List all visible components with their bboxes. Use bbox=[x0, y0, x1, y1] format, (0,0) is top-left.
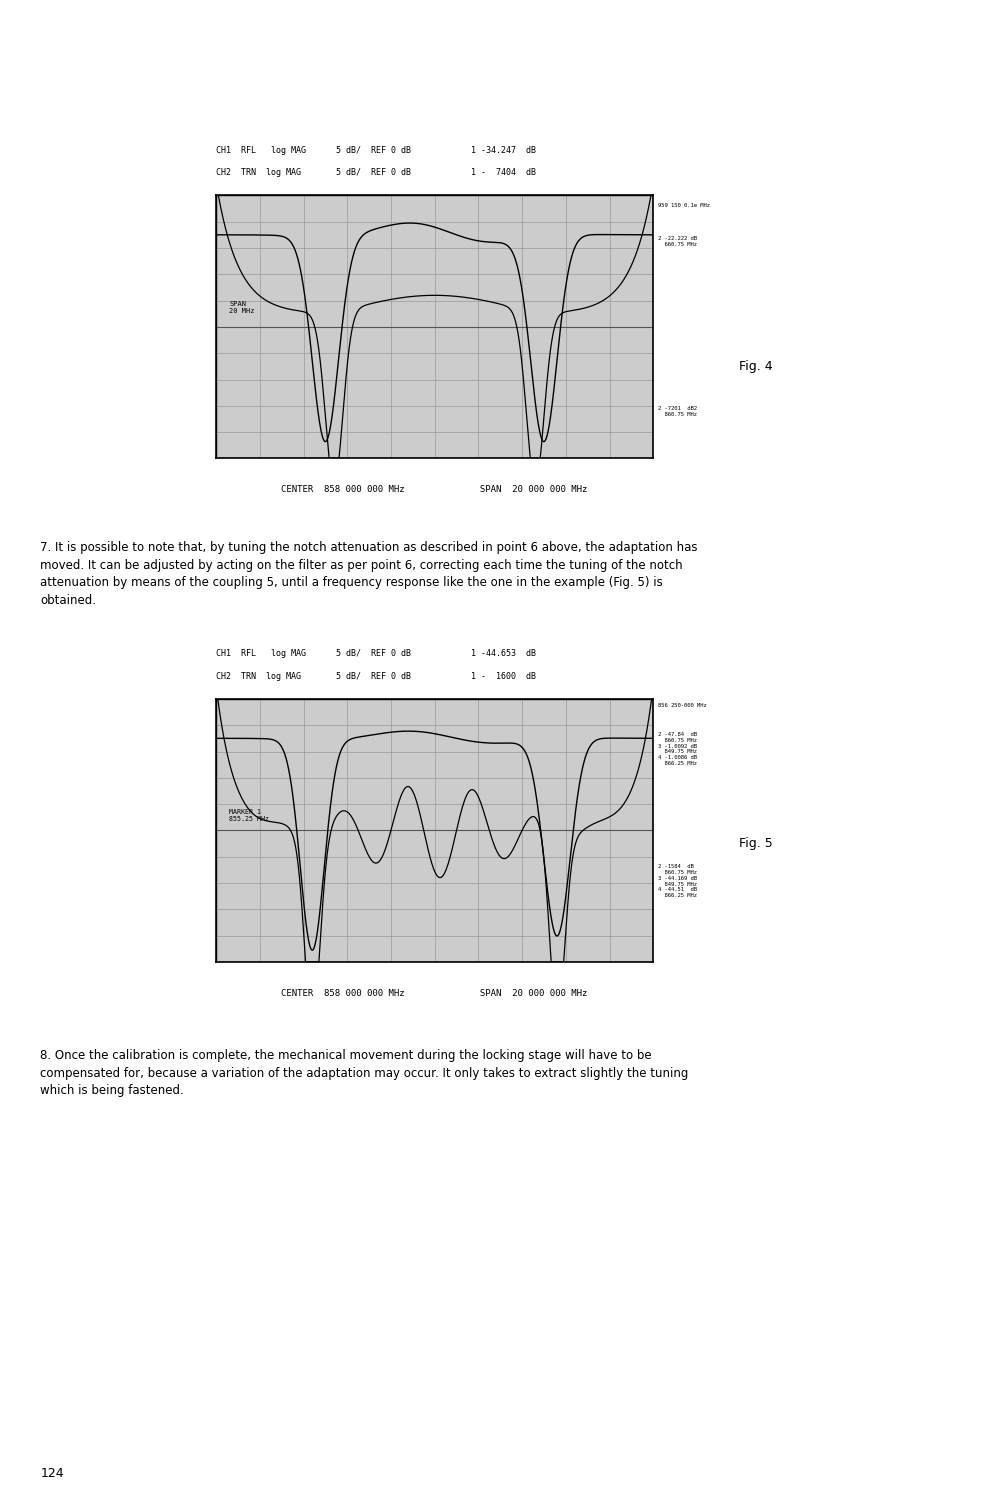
Text: SPAN
20 MHz: SPAN 20 MHz bbox=[229, 301, 254, 314]
Text: Fig. 5: Fig. 5 bbox=[739, 837, 773, 851]
Text: 7. It is possible to note that, by tuning the notch attenuation as described in : 7. It is possible to note that, by tunin… bbox=[40, 541, 697, 607]
Text: 124: 124 bbox=[40, 1467, 64, 1480]
Text: CENTER  858 000 000 MHz              SPAN  20 000 000 MHz: CENTER 858 000 000 MHz SPAN 20 000 000 M… bbox=[281, 485, 588, 494]
Text: CH2  TRN  log MAG       5 dB/  REF 0 dB            1 -  1600  dB: CH2 TRN log MAG 5 dB/ REF 0 dB 1 - 1600 … bbox=[216, 672, 536, 681]
Text: 2 -1584  dB
  860.75 MHz
3 -44.169 dB
  849.75 MHz
4 -44.51  dB
  866.25 MHz: 2 -1584 dB 860.75 MHz 3 -44.169 dB 849.7… bbox=[658, 864, 697, 899]
Text: 959 150 0.1e MHz: 959 150 0.1e MHz bbox=[658, 203, 711, 207]
Text: 2 -47.84  dB
  860.75 MHz
3 -1.0092 dB
  849.75 MHz
4 -1.0086 dB
  866.25 MHz: 2 -47.84 dB 860.75 MHz 3 -1.0092 dB 849.… bbox=[658, 732, 697, 767]
Text: 2 -7201  dB2
  860.75 MHz: 2 -7201 dB2 860.75 MHz bbox=[658, 406, 697, 416]
Text: CENTER  858 000 000 MHz              SPAN  20 000 000 MHz: CENTER 858 000 000 MHz SPAN 20 000 000 M… bbox=[281, 989, 588, 998]
Text: CH1  RFL   log MAG      5 dB/  REF 0 dB            1 -34.247  dB: CH1 RFL log MAG 5 dB/ REF 0 dB 1 -34.247… bbox=[216, 146, 536, 155]
Text: MARKER 1
855.25 MHz: MARKER 1 855.25 MHz bbox=[229, 810, 269, 822]
Text: 2 -22.222 dB
  660.75 MHz: 2 -22.222 dB 660.75 MHz bbox=[658, 236, 697, 246]
Text: 856 250-000 MHz: 856 250-000 MHz bbox=[658, 703, 708, 708]
Text: 8. Once the calibration is complete, the mechanical movement during the locking : 8. Once the calibration is complete, the… bbox=[40, 1049, 688, 1097]
Text: CH1  RFL   log MAG      5 dB/  REF 0 dB            1 -44.653  dB: CH1 RFL log MAG 5 dB/ REF 0 dB 1 -44.653… bbox=[216, 649, 536, 658]
Text: CH2  TRN  log MAG       5 dB/  REF 0 dB            1 -  7404  dB: CH2 TRN log MAG 5 dB/ REF 0 dB 1 - 7404 … bbox=[216, 168, 536, 177]
Text: Fig. 4: Fig. 4 bbox=[739, 359, 772, 373]
